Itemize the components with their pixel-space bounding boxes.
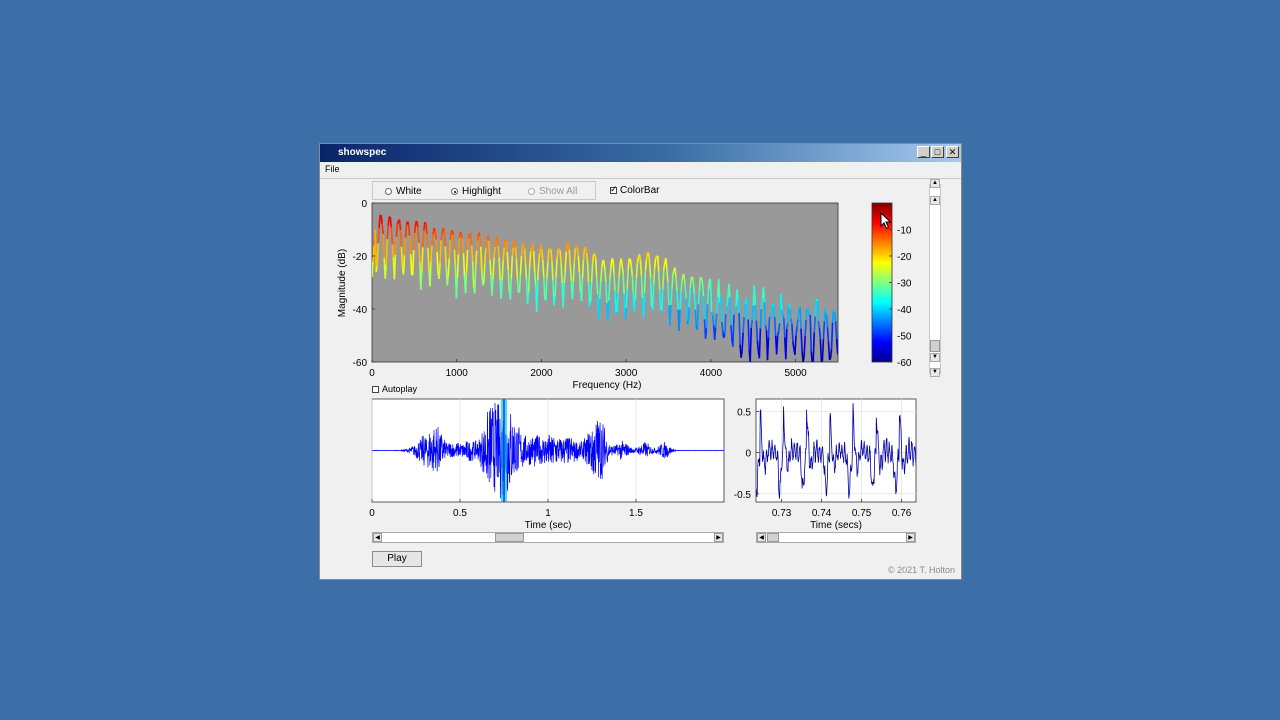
colorbar-check-icon [610,184,618,195]
menu-bar: File [320,162,961,179]
copyright-text: © 2021 T. Holton [887,565,955,575]
window-title: showspec [338,147,387,158]
showspec-window: showspec _ □ ✕ File White Highlight Show… [319,143,962,580]
radio-white-icon [385,188,392,195]
radio-white[interactable]: White [385,186,422,197]
scroll-down-arrow-icon[interactable]: ▼ [930,353,940,362]
waveform-scroll-left-icon[interactable]: ◀ [373,533,382,542]
mouse-pointer-icon [880,212,892,230]
play-button[interactable]: Play [372,551,422,567]
zoom-scroll-thumb[interactable] [767,533,779,542]
close-button[interactable]: ✕ [946,146,959,158]
title-bar[interactable]: showspec _ □ ✕ [320,144,961,162]
zoom-scroll-left-icon[interactable]: ◀ [757,533,766,542]
zoom-scroll-right-icon[interactable]: ▶ [906,533,915,542]
colorbar-checkbox[interactable]: ColorBar [610,184,660,196]
maximize-button[interactable]: □ [931,146,944,158]
scroll-bottom-arrow-icon[interactable]: ▼ [930,368,940,377]
autoplay-checkbox-label: Autoplay [382,384,418,394]
radio-show-all-icon [528,188,535,195]
waveform-scrollbar[interactable]: ◀ ▶ [372,532,724,543]
minimize-button[interactable]: _ [917,146,930,158]
autoplay-checkbox[interactable]: Autoplay [372,384,417,394]
menu-file[interactable]: File [325,164,340,174]
scroll-up-arrow-icon[interactable]: ▲ [930,196,940,205]
scroll-top-arrow-icon[interactable]: ▲ [930,179,940,188]
vertical-scroll-thumb[interactable] [930,340,940,352]
colorbar-checkbox-label: ColorBar [620,185,660,196]
waveform-scroll-right-icon[interactable]: ▶ [714,533,723,542]
radio-show-all[interactable]: Show All [528,186,577,197]
display-mode-panel: White Highlight Show All [372,181,596,200]
zoom-scrollbar[interactable]: ◀ ▶ [756,532,916,543]
radio-highlight[interactable]: Highlight [451,186,501,197]
waveform-scroll-thumb[interactable] [495,533,524,542]
radio-highlight-label: Highlight [462,186,501,197]
vertical-scrollbar[interactable]: ▲ ▲ ▼ ▼ [929,179,941,377]
radio-highlight-icon [451,188,458,195]
radio-white-label: White [396,186,422,197]
autoplay-check-icon [372,386,379,393]
radio-show-all-label: Show All [539,186,578,197]
